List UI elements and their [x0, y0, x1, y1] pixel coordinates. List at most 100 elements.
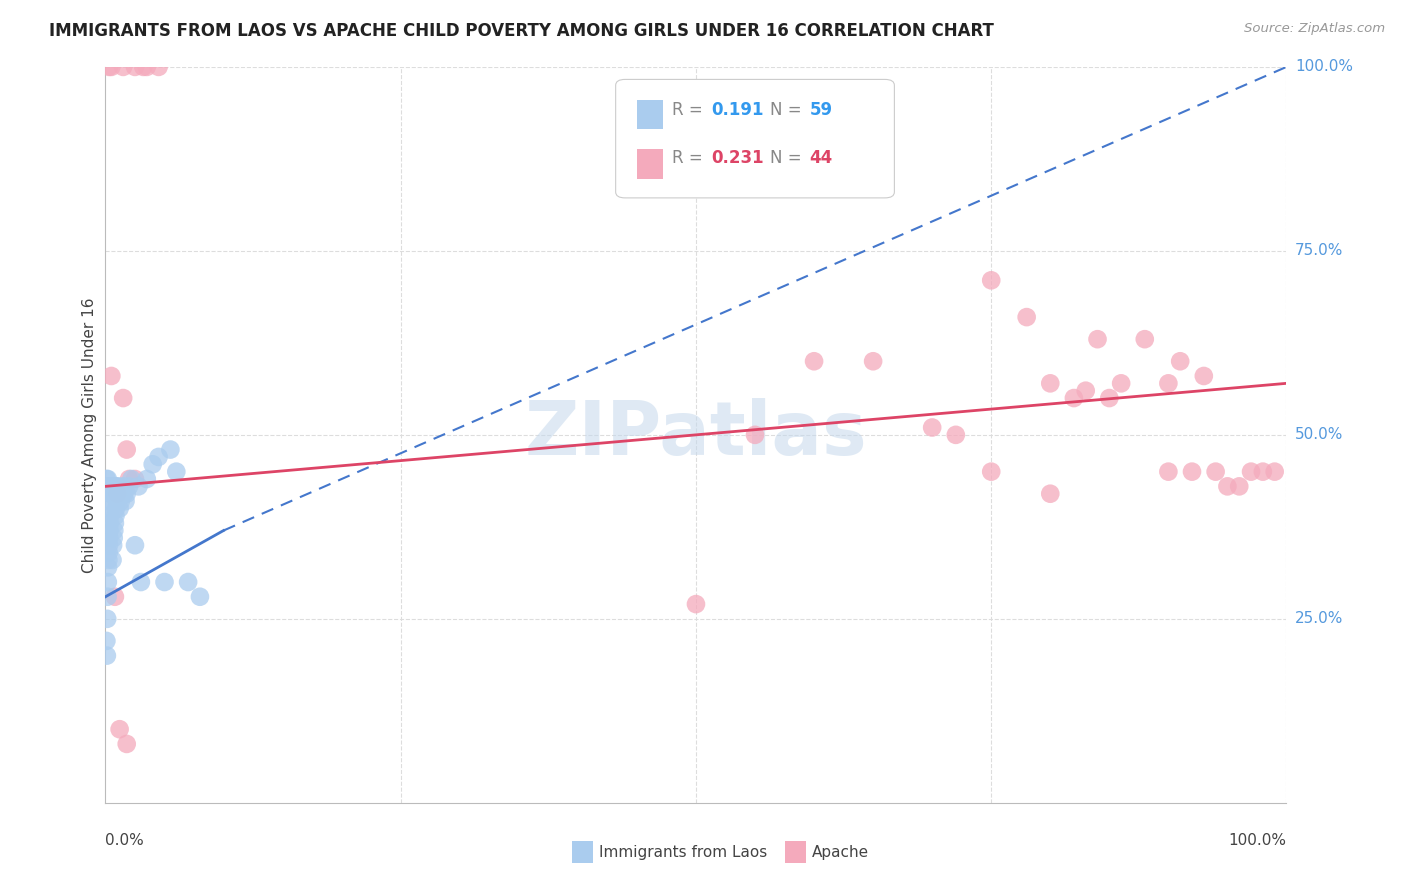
Point	[100, 487, 122, 501]
Point	[1157, 465, 1180, 479]
Point	[803, 354, 825, 368]
Text: N =: N =	[770, 102, 807, 120]
Y-axis label: Child Poverty Among Girls Under 16: Child Poverty Among Girls Under 16	[82, 297, 97, 573]
Point	[1157, 376, 1180, 391]
Point	[1168, 354, 1191, 368]
Point	[112, 391, 135, 405]
Text: R =: R =	[672, 102, 709, 120]
Text: 75.0%: 75.0%	[1295, 244, 1343, 259]
Point	[862, 354, 884, 368]
Point	[1205, 465, 1227, 479]
Point	[97, 590, 120, 604]
Point	[98, 508, 121, 523]
Bar	[785, 841, 806, 863]
Point	[188, 590, 211, 604]
Point	[101, 553, 124, 567]
Point	[124, 60, 146, 74]
Point	[112, 60, 135, 74]
Bar	[572, 841, 593, 863]
Point	[100, 501, 122, 516]
Point	[1074, 384, 1097, 398]
Point	[98, 60, 121, 74]
Point	[100, 487, 122, 501]
Point	[108, 501, 131, 516]
Point	[177, 574, 200, 589]
Point	[1015, 310, 1038, 325]
Point	[115, 487, 138, 501]
Point	[112, 479, 135, 493]
Point	[107, 479, 129, 493]
Point	[103, 479, 125, 493]
Point	[105, 501, 128, 516]
Point	[104, 479, 127, 493]
Point	[142, 457, 165, 471]
Point	[1109, 376, 1132, 391]
Text: ZIPatlas: ZIPatlas	[524, 399, 868, 471]
Point	[148, 60, 170, 74]
Point	[124, 472, 146, 486]
Point	[108, 723, 131, 737]
Point	[104, 508, 127, 523]
Point	[744, 427, 766, 442]
Point	[1181, 465, 1204, 479]
Point	[685, 597, 707, 611]
FancyBboxPatch shape	[616, 79, 894, 198]
Point	[96, 612, 118, 626]
Bar	[637, 149, 662, 178]
Point	[112, 487, 135, 501]
Point	[96, 633, 118, 648]
Point	[980, 273, 1002, 287]
Point	[1240, 465, 1263, 479]
Point	[101, 487, 124, 501]
Point	[100, 487, 122, 501]
Bar	[637, 100, 662, 129]
Point	[98, 479, 121, 493]
Text: 0.0%: 0.0%	[105, 833, 145, 848]
Point	[101, 479, 124, 493]
Point	[101, 538, 124, 552]
Point	[1039, 487, 1062, 501]
Point	[159, 442, 181, 457]
Point	[980, 465, 1002, 479]
Point	[945, 427, 967, 442]
Point	[135, 472, 157, 486]
Point	[118, 472, 141, 486]
Point	[100, 494, 122, 508]
Point	[98, 524, 121, 538]
Point	[101, 487, 124, 501]
Text: R =: R =	[672, 149, 709, 168]
Text: 100.0%: 100.0%	[1229, 833, 1286, 848]
Point	[114, 494, 136, 508]
Point	[100, 369, 122, 384]
Text: 50.0%: 50.0%	[1295, 427, 1343, 442]
Point	[98, 516, 121, 530]
Point	[1192, 369, 1215, 384]
Text: Immigrants from Laos: Immigrants from Laos	[599, 845, 768, 860]
Point	[104, 590, 127, 604]
Text: 59: 59	[810, 102, 832, 120]
Point	[921, 420, 943, 434]
Point	[103, 524, 125, 538]
Point	[104, 516, 127, 530]
Point	[100, 479, 122, 493]
Point	[97, 553, 120, 567]
Point	[1216, 479, 1239, 493]
Point	[97, 545, 120, 560]
Point	[120, 472, 142, 486]
Point	[1264, 465, 1286, 479]
Point	[115, 442, 138, 457]
Point	[97, 560, 120, 574]
Point	[165, 465, 187, 479]
Point	[105, 487, 128, 501]
Point	[129, 574, 152, 589]
Point	[111, 487, 134, 501]
Text: 25.0%: 25.0%	[1295, 611, 1343, 626]
Point	[105, 479, 128, 493]
Point	[100, 60, 122, 74]
Point	[103, 531, 125, 545]
Point	[98, 479, 121, 493]
Point	[124, 538, 146, 552]
Point	[97, 574, 120, 589]
Text: Source: ZipAtlas.com: Source: ZipAtlas.com	[1244, 22, 1385, 36]
Point	[1063, 391, 1085, 405]
